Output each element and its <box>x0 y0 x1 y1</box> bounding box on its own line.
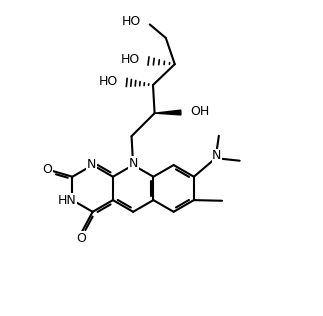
Text: HO: HO <box>121 15 141 28</box>
Text: HN: HN <box>57 194 76 207</box>
Text: O: O <box>43 163 52 176</box>
Text: HO: HO <box>99 75 118 88</box>
Polygon shape <box>155 110 181 115</box>
Text: O: O <box>77 232 86 245</box>
Text: N: N <box>129 157 138 170</box>
Text: HO: HO <box>120 53 140 66</box>
Text: OH: OH <box>190 106 209 118</box>
Text: N: N <box>212 149 222 162</box>
Text: N: N <box>87 158 96 171</box>
